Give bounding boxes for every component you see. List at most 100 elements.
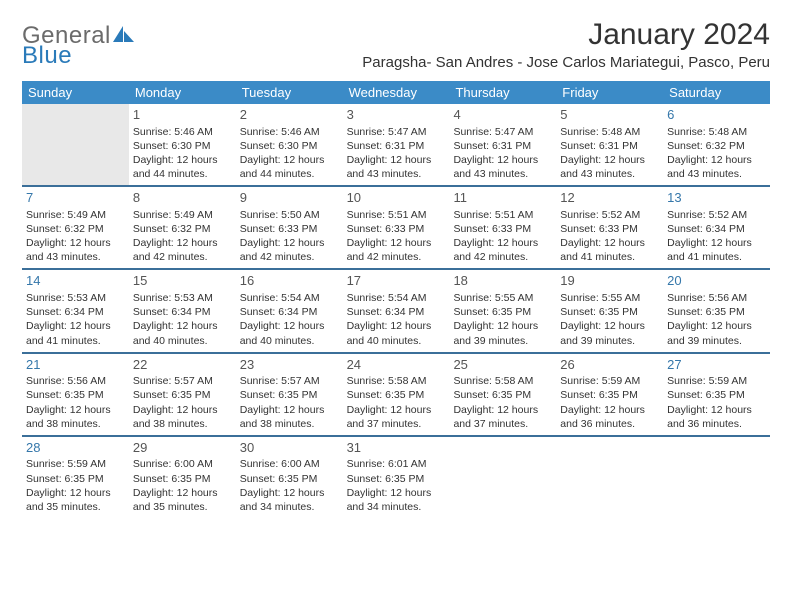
logo-text-blue: Blue [22, 44, 135, 68]
day-day1: Daylight: 12 hours [240, 153, 339, 167]
day-day2: and 42 minutes. [240, 250, 339, 264]
day-sunrise: Sunrise: 5:49 AM [26, 208, 125, 222]
week-row: 1Sunrise: 5:46 AMSunset: 6:30 PMDaylight… [22, 104, 770, 185]
day-header-saturday: Saturday [663, 81, 770, 104]
header: GeneralBlue January 2024 Paragsha- San A… [22, 18, 770, 71]
day-day2: and 39 minutes. [667, 334, 766, 348]
day-number: 9 [240, 189, 339, 207]
day-sunrise: Sunrise: 5:58 AM [347, 374, 446, 388]
day-day1: Daylight: 12 hours [453, 236, 552, 250]
day-number: 18 [453, 272, 552, 290]
title-block: January 2024 Paragsha- San Andres - Jose… [362, 18, 770, 71]
day-day2: and 42 minutes. [347, 250, 446, 264]
day-cell: 30Sunrise: 6:00 AMSunset: 6:35 PMDayligh… [236, 437, 343, 518]
day-day1: Daylight: 12 hours [347, 403, 446, 417]
day-number: 24 [347, 356, 446, 374]
day-day2: and 44 minutes. [133, 167, 232, 181]
day-sunrise: Sunrise: 5:59 AM [26, 457, 125, 471]
week-row: 21Sunrise: 5:56 AMSunset: 6:35 PMDayligh… [22, 352, 770, 435]
day-cell: 2Sunrise: 5:46 AMSunset: 6:30 PMDaylight… [236, 104, 343, 185]
day-day2: and 35 minutes. [26, 500, 125, 514]
day-day1: Daylight: 12 hours [133, 403, 232, 417]
day-sunset: Sunset: 6:34 PM [667, 222, 766, 236]
day-cell: 25Sunrise: 5:58 AMSunset: 6:35 PMDayligh… [449, 354, 556, 435]
day-number: 4 [453, 106, 552, 124]
day-cell: 1Sunrise: 5:46 AMSunset: 6:30 PMDaylight… [129, 104, 236, 185]
day-number: 10 [347, 189, 446, 207]
day-sunrise: Sunrise: 5:58 AM [453, 374, 552, 388]
day-sunset: Sunset: 6:35 PM [240, 472, 339, 486]
day-cell: 10Sunrise: 5:51 AMSunset: 6:33 PMDayligh… [343, 187, 450, 268]
day-sunset: Sunset: 6:33 PM [347, 222, 446, 236]
day-day2: and 39 minutes. [453, 334, 552, 348]
day-number: 27 [667, 356, 766, 374]
day-cell: 14Sunrise: 5:53 AMSunset: 6:34 PMDayligh… [22, 270, 129, 351]
day-number: 15 [133, 272, 232, 290]
day-sunset: Sunset: 6:35 PM [26, 388, 125, 402]
day-number: 16 [240, 272, 339, 290]
day-sunset: Sunset: 6:34 PM [347, 305, 446, 319]
day-day1: Daylight: 12 hours [560, 319, 659, 333]
day-sunrise: Sunrise: 5:57 AM [240, 374, 339, 388]
day-cell: 13Sunrise: 5:52 AMSunset: 6:34 PMDayligh… [663, 187, 770, 268]
day-day2: and 38 minutes. [133, 417, 232, 431]
logo: GeneralBlue [22, 18, 135, 68]
day-day1: Daylight: 12 hours [560, 236, 659, 250]
day-day1: Daylight: 12 hours [347, 319, 446, 333]
day-sunrise: Sunrise: 5:52 AM [667, 208, 766, 222]
day-cell: 8Sunrise: 5:49 AMSunset: 6:32 PMDaylight… [129, 187, 236, 268]
day-sunset: Sunset: 6:32 PM [26, 222, 125, 236]
day-header-monday: Monday [129, 81, 236, 104]
day-number: 31 [347, 439, 446, 457]
day-number: 23 [240, 356, 339, 374]
day-cell: 9Sunrise: 5:50 AMSunset: 6:33 PMDaylight… [236, 187, 343, 268]
day-sunset: Sunset: 6:35 PM [347, 472, 446, 486]
day-cell: 17Sunrise: 5:54 AMSunset: 6:34 PMDayligh… [343, 270, 450, 351]
day-day1: Daylight: 12 hours [560, 153, 659, 167]
day-number: 30 [240, 439, 339, 457]
day-sunrise: Sunrise: 5:47 AM [453, 125, 552, 139]
day-cell: 18Sunrise: 5:55 AMSunset: 6:35 PMDayligh… [449, 270, 556, 351]
day-day2: and 34 minutes. [240, 500, 339, 514]
day-day2: and 38 minutes. [26, 417, 125, 431]
day-sunrise: Sunrise: 5:53 AM [133, 291, 232, 305]
day-sunrise: Sunrise: 6:00 AM [133, 457, 232, 471]
day-day2: and 37 minutes. [453, 417, 552, 431]
day-cell: 23Sunrise: 5:57 AMSunset: 6:35 PMDayligh… [236, 354, 343, 435]
day-day1: Daylight: 12 hours [453, 319, 552, 333]
day-day1: Daylight: 12 hours [26, 319, 125, 333]
day-sunset: Sunset: 6:33 PM [240, 222, 339, 236]
day-sunrise: Sunrise: 5:55 AM [453, 291, 552, 305]
day-sunrise: Sunrise: 5:59 AM [667, 374, 766, 388]
day-sunrise: Sunrise: 5:52 AM [560, 208, 659, 222]
day-sunset: Sunset: 6:35 PM [667, 305, 766, 319]
day-day1: Daylight: 12 hours [667, 153, 766, 167]
day-sunrise: Sunrise: 5:48 AM [667, 125, 766, 139]
day-day2: and 40 minutes. [240, 334, 339, 348]
day-cell: 12Sunrise: 5:52 AMSunset: 6:33 PMDayligh… [556, 187, 663, 268]
day-sunset: Sunset: 6:33 PM [560, 222, 659, 236]
day-day2: and 43 minutes. [667, 167, 766, 181]
day-sunset: Sunset: 6:35 PM [560, 388, 659, 402]
day-cell [663, 437, 770, 518]
day-number: 14 [26, 272, 125, 290]
day-cell: 3Sunrise: 5:47 AMSunset: 6:31 PMDaylight… [343, 104, 450, 185]
day-day1: Daylight: 12 hours [667, 236, 766, 250]
day-number: 28 [26, 439, 125, 457]
day-day2: and 38 minutes. [240, 417, 339, 431]
day-number: 6 [667, 106, 766, 124]
day-cell: 22Sunrise: 5:57 AMSunset: 6:35 PMDayligh… [129, 354, 236, 435]
day-day2: and 36 minutes. [667, 417, 766, 431]
day-cell: 15Sunrise: 5:53 AMSunset: 6:34 PMDayligh… [129, 270, 236, 351]
day-number: 1 [133, 106, 232, 124]
day-header-row: SundayMondayTuesdayWednesdayThursdayFrid… [22, 81, 770, 104]
day-sunrise: Sunrise: 5:54 AM [240, 291, 339, 305]
day-cell: 6Sunrise: 5:48 AMSunset: 6:32 PMDaylight… [663, 104, 770, 185]
day-sunset: Sunset: 6:31 PM [453, 139, 552, 153]
day-sunset: Sunset: 6:35 PM [453, 388, 552, 402]
day-number: 2 [240, 106, 339, 124]
day-cell: 26Sunrise: 5:59 AMSunset: 6:35 PMDayligh… [556, 354, 663, 435]
day-number: 11 [453, 189, 552, 207]
day-number: 19 [560, 272, 659, 290]
day-header-tuesday: Tuesday [236, 81, 343, 104]
